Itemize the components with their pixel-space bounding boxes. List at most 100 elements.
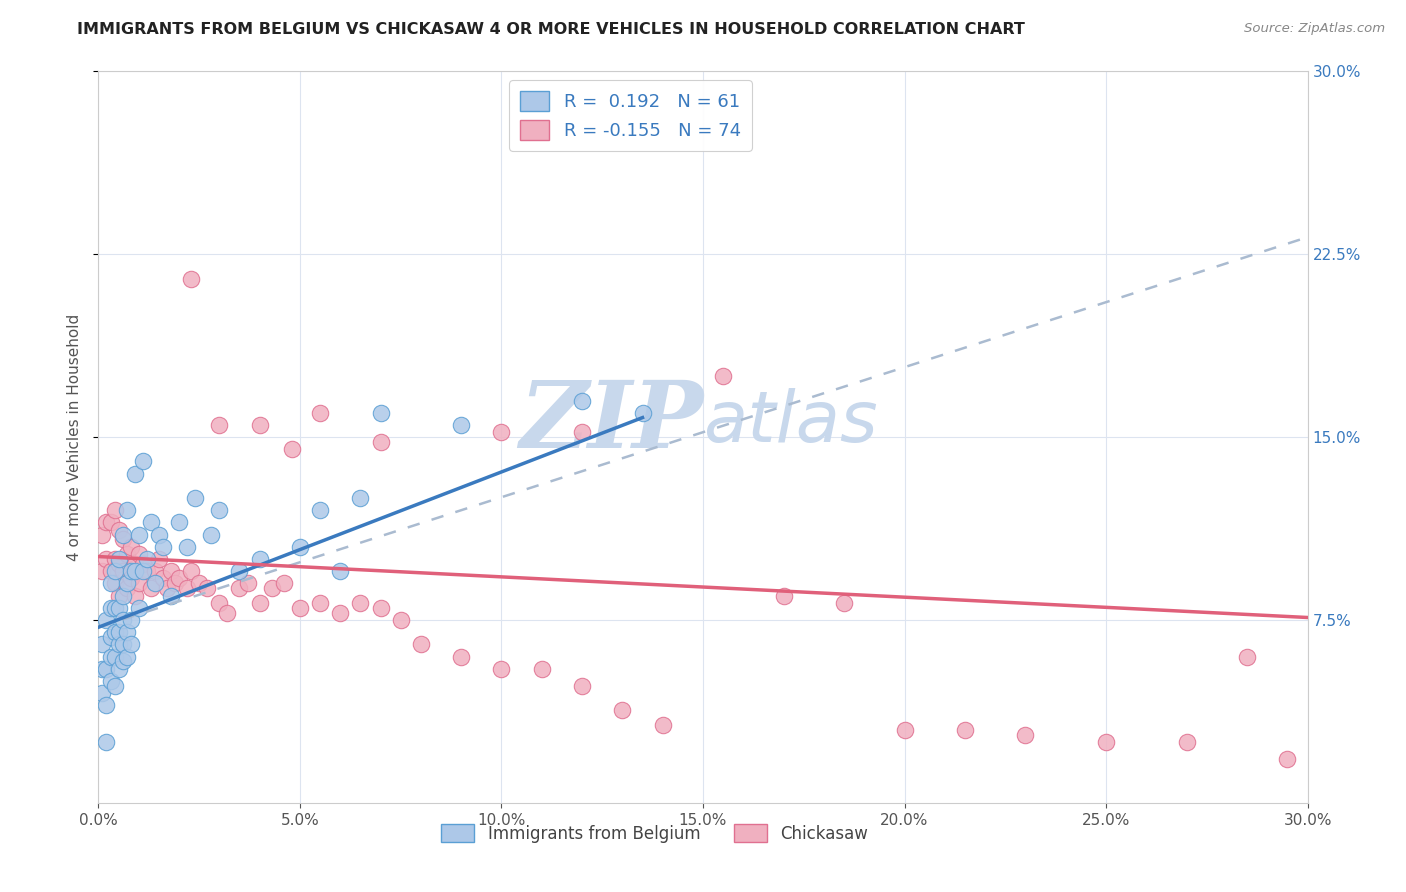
Point	[91, 686, 114, 700]
Text: atlas: atlas	[703, 388, 877, 457]
Point	[143, 576, 166, 591]
Point	[115, 576, 138, 591]
Point	[288, 600, 311, 615]
Point	[100, 649, 122, 664]
Point	[409, 637, 432, 651]
Point	[115, 503, 138, 517]
Point	[249, 552, 271, 566]
Point	[309, 503, 332, 517]
Point	[107, 625, 129, 640]
Point	[651, 718, 673, 732]
Point	[152, 540, 174, 554]
Point	[103, 600, 125, 615]
Point	[832, 596, 855, 610]
Point	[103, 576, 125, 591]
Point	[571, 393, 593, 408]
Point	[124, 467, 146, 481]
Point	[111, 654, 134, 668]
Point	[120, 564, 142, 578]
Point	[115, 547, 138, 561]
Point	[167, 572, 190, 586]
Point	[180, 564, 202, 578]
Point	[135, 564, 157, 578]
Point	[953, 723, 976, 737]
Point	[156, 581, 179, 595]
Point	[120, 637, 142, 651]
Point	[349, 491, 371, 505]
Point	[107, 523, 129, 537]
Point	[103, 503, 125, 517]
Point	[91, 564, 114, 578]
Point	[91, 662, 114, 676]
Point	[111, 589, 134, 603]
Point	[260, 581, 283, 595]
Point	[273, 576, 295, 591]
Point	[228, 564, 250, 578]
Point	[167, 516, 190, 530]
Point	[120, 613, 142, 627]
Point	[139, 516, 162, 530]
Point	[288, 540, 311, 554]
Point	[124, 564, 146, 578]
Text: ZIP: ZIP	[519, 377, 703, 467]
Point	[120, 572, 142, 586]
Point	[163, 576, 186, 591]
Point	[389, 613, 412, 627]
Point	[370, 434, 392, 449]
Point	[612, 703, 634, 717]
Point	[176, 540, 198, 554]
Point	[100, 564, 122, 578]
Point	[96, 552, 118, 566]
Point	[124, 557, 146, 571]
Point	[132, 564, 155, 578]
Point	[195, 581, 218, 595]
Point	[491, 662, 513, 676]
Point	[236, 576, 259, 591]
Point	[143, 564, 166, 578]
Point	[176, 581, 198, 595]
Y-axis label: 4 or more Vehicles in Household: 4 or more Vehicles in Household	[67, 313, 83, 561]
Point	[100, 576, 122, 591]
Point	[184, 491, 207, 505]
Point	[1014, 727, 1036, 741]
Point	[571, 425, 593, 440]
Point	[208, 417, 231, 432]
Text: IMMIGRANTS FROM BELGIUM VS CHICKASAW 4 OR MORE VEHICLES IN HOUSEHOLD CORRELATION: IMMIGRANTS FROM BELGIUM VS CHICKASAW 4 O…	[77, 22, 1025, 37]
Point	[103, 649, 125, 664]
Point	[103, 625, 125, 640]
Point	[571, 679, 593, 693]
Point	[772, 589, 794, 603]
Point	[115, 581, 138, 595]
Point	[103, 564, 125, 578]
Point	[200, 527, 222, 541]
Point	[96, 735, 118, 749]
Point	[135, 552, 157, 566]
Point	[128, 547, 150, 561]
Point	[132, 454, 155, 468]
Point	[281, 442, 304, 457]
Point	[96, 662, 118, 676]
Point	[208, 596, 231, 610]
Point	[96, 698, 118, 713]
Point	[107, 637, 129, 651]
Text: Source: ZipAtlas.com: Source: ZipAtlas.com	[1244, 22, 1385, 36]
Point	[1236, 649, 1258, 664]
Point	[450, 417, 472, 432]
Point	[450, 649, 472, 664]
Point	[111, 527, 134, 541]
Point	[349, 596, 371, 610]
Point	[107, 662, 129, 676]
Point	[148, 552, 170, 566]
Point	[124, 589, 146, 603]
Point	[115, 625, 138, 640]
Point	[103, 552, 125, 566]
Point	[96, 516, 118, 530]
Point	[107, 600, 129, 615]
Point	[160, 589, 183, 603]
Point	[1277, 752, 1299, 766]
Point	[893, 723, 915, 737]
Point	[120, 540, 142, 554]
Point	[139, 581, 162, 595]
Point	[91, 637, 114, 651]
Point	[111, 613, 134, 627]
